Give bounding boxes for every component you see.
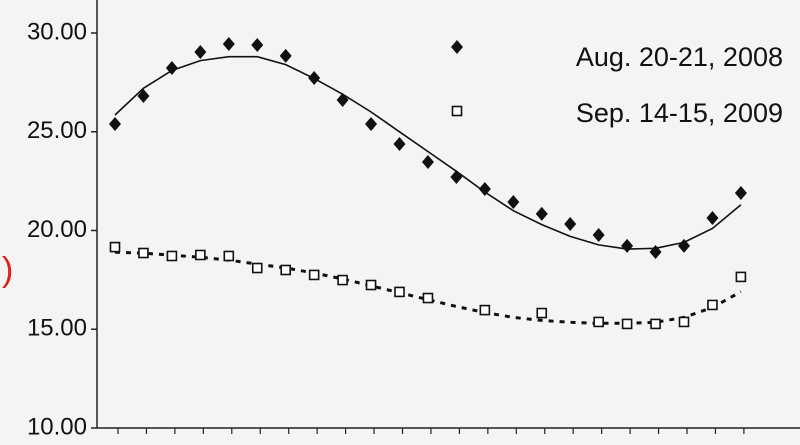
point: [393, 136, 406, 151]
point: [365, 117, 378, 132]
point: [479, 304, 491, 316]
point: [165, 60, 178, 75]
point: [336, 92, 349, 107]
point: [166, 250, 178, 262]
legend-marker: [451, 40, 463, 54]
y-tick-label: 25.00: [27, 117, 87, 144]
point: [109, 117, 121, 132]
point: [535, 206, 548, 221]
point: [109, 241, 121, 253]
point: [422, 292, 434, 304]
point: [222, 37, 235, 52]
point: [251, 38, 264, 53]
point: [138, 247, 149, 259]
point: [593, 316, 604, 328]
point: [195, 249, 206, 261]
legend-marker: [451, 105, 463, 117]
point: [251, 262, 263, 274]
y-tick-label: 30.00: [27, 18, 87, 45]
point: [308, 71, 321, 86]
point: [707, 299, 718, 311]
point: [621, 318, 633, 330]
legend-label: Aug. 20-21, 2008: [576, 42, 783, 72]
point: [649, 245, 662, 260]
point: [650, 318, 661, 330]
trend-line: [114, 55, 742, 250]
point: [678, 238, 690, 253]
point: [734, 185, 747, 200]
point: [450, 169, 463, 184]
point: [194, 44, 207, 59]
point: [706, 211, 719, 226]
point: [564, 216, 577, 231]
point: [735, 271, 747, 283]
point: [478, 182, 491, 197]
point: [279, 48, 292, 63]
point: [280, 264, 292, 276]
point: [507, 195, 520, 210]
point: [308, 269, 320, 281]
point: [223, 250, 235, 262]
y-tick-label: 15.00: [27, 315, 87, 342]
point: [592, 228, 605, 243]
trend-line: [114, 250, 742, 325]
point: [337, 274, 348, 286]
legend-label: Sep. 14-15, 2009: [576, 98, 783, 128]
point: [678, 316, 690, 328]
point: [365, 279, 377, 291]
y-tick-label: 10.00: [27, 413, 87, 440]
point: [394, 286, 405, 298]
annotation: ): [2, 251, 13, 289]
point: [536, 307, 548, 319]
point: [421, 154, 434, 169]
point: [621, 238, 634, 253]
y-tick-label: 20.00: [27, 216, 87, 243]
point: [137, 89, 150, 104]
